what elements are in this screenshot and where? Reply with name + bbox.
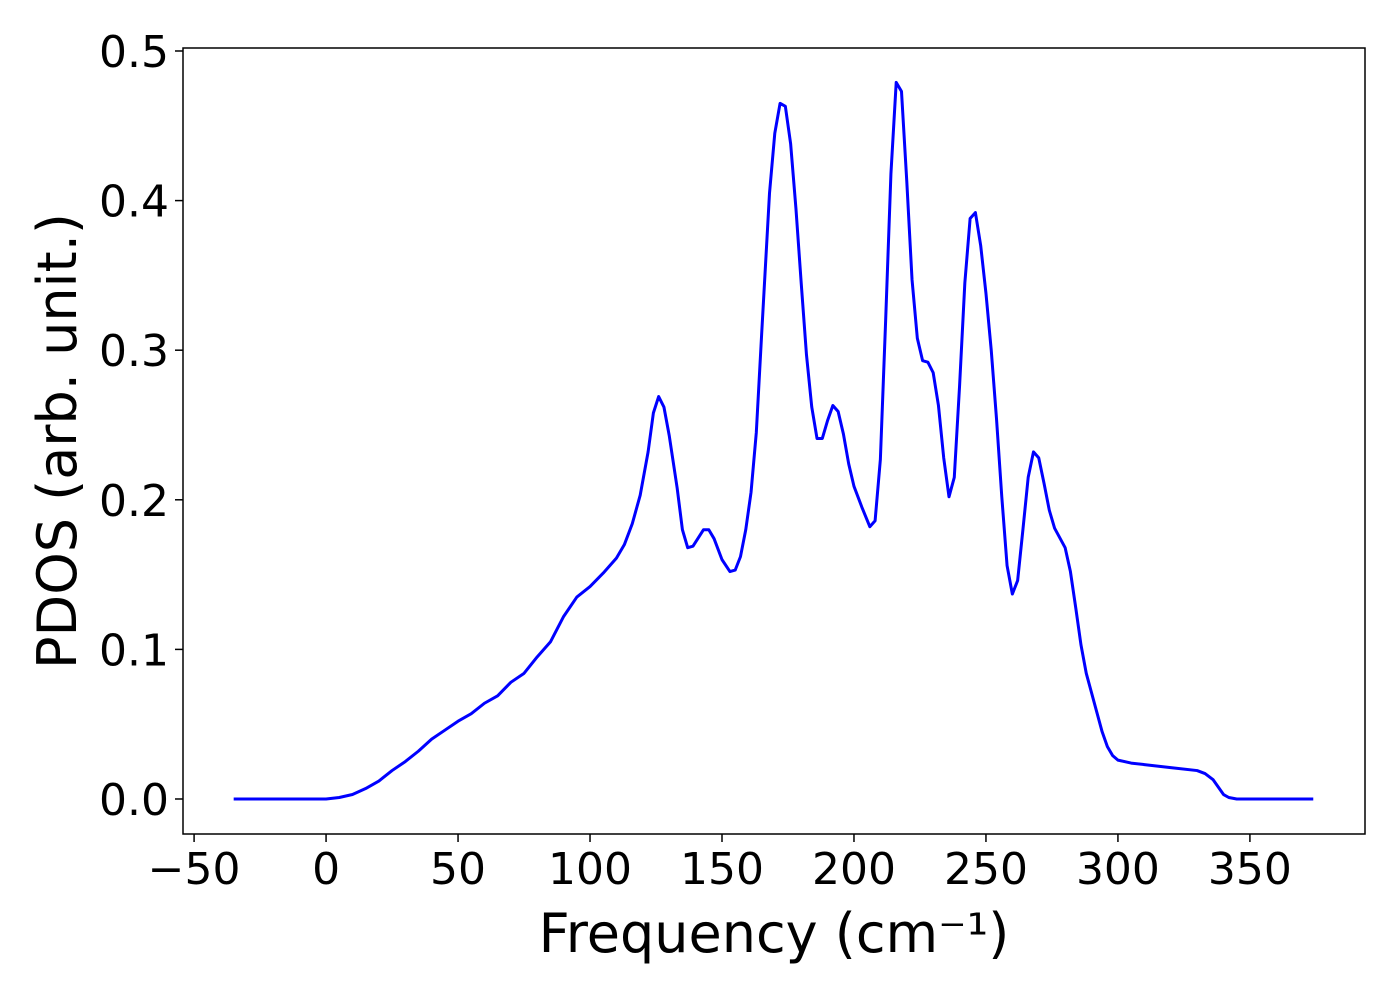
x-tick-label: 0 <box>312 844 340 895</box>
plot-frame <box>182 47 1366 835</box>
y-tick-label: 0.0 <box>99 775 169 826</box>
x-tick-label: −50 <box>148 844 241 895</box>
x-tick-label: 200 <box>812 844 896 895</box>
x-axis-label: Frequency (cm⁻¹) <box>539 902 1010 965</box>
data-line <box>233 80 1314 801</box>
y-tick-label: 0.5 <box>99 27 169 78</box>
x-tick-label: 150 <box>680 844 764 895</box>
x-tick-label: 100 <box>548 844 632 895</box>
y-tick-label: 0.3 <box>99 326 169 377</box>
x-tick-label: 300 <box>1076 844 1160 895</box>
x-tick-label: 350 <box>1208 844 1292 895</box>
y-tick-label: 0.2 <box>99 476 169 527</box>
x-tick-label: 250 <box>944 844 1028 895</box>
y-tick-label: 0.1 <box>99 625 169 676</box>
y-axis-label: PDOS (arb. unit.) <box>26 213 89 669</box>
y-tick-label: 0.4 <box>99 177 169 228</box>
x-tick-label: 50 <box>430 844 486 895</box>
